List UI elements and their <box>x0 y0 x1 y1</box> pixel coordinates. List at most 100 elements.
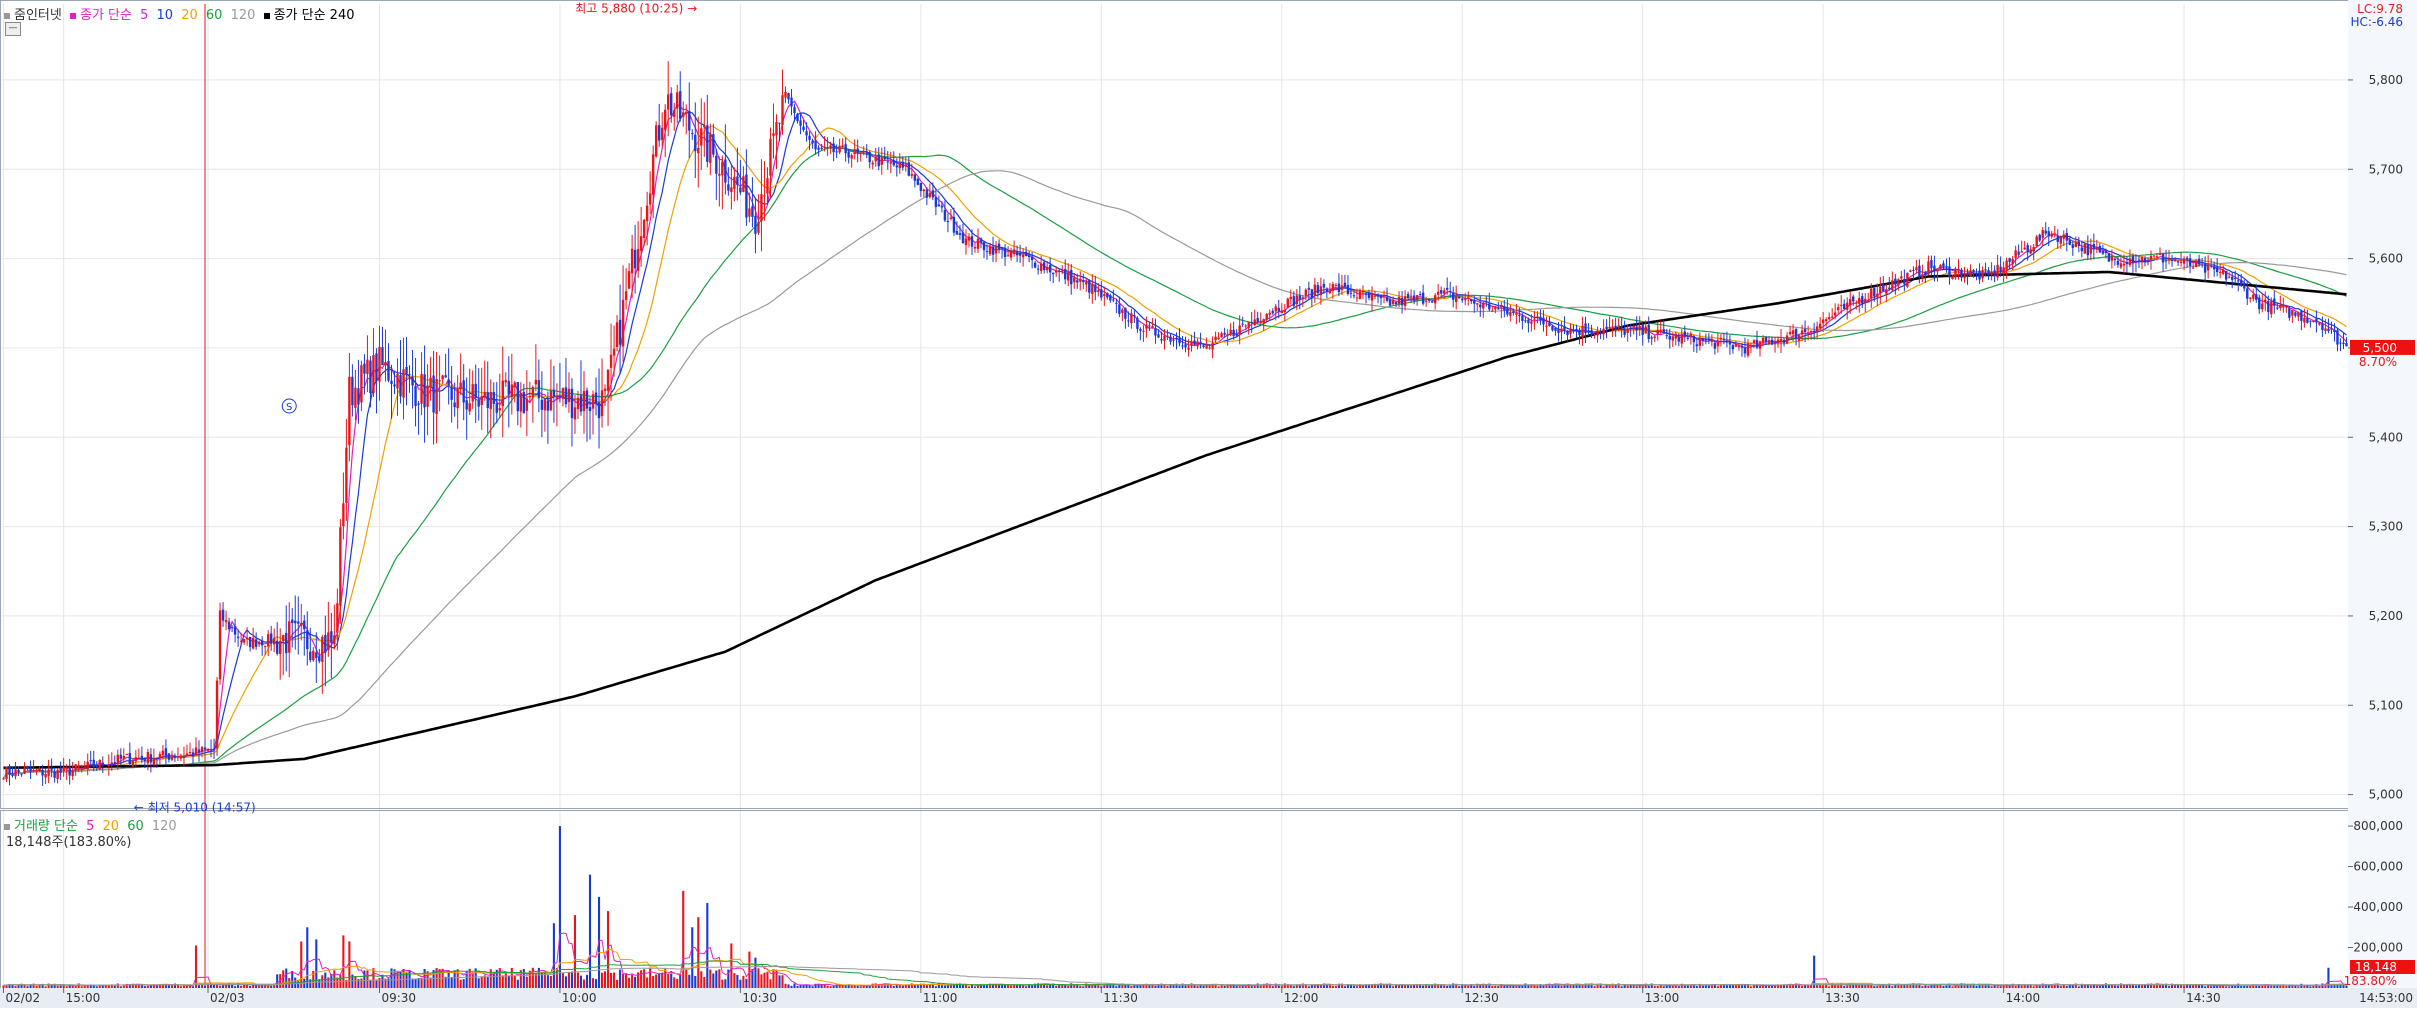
volume-bar <box>1277 985 1280 988</box>
volume-bar <box>285 968 288 988</box>
volume-bar <box>80 986 83 988</box>
candle-body <box>294 620 297 624</box>
volume-bar <box>940 985 943 988</box>
volume-bar <box>594 979 598 988</box>
volume-bar <box>2167 985 2171 988</box>
volume-bar <box>1767 984 1771 988</box>
volume-bar <box>2294 985 2297 988</box>
candle-body <box>1094 284 1097 293</box>
candle-body <box>2342 342 2345 345</box>
volume-bar <box>1795 983 1798 988</box>
candle-body <box>513 382 517 387</box>
candle-body <box>2273 298 2276 306</box>
volume-bar <box>2318 985 2321 988</box>
candle-body <box>1939 265 1942 270</box>
candle-body <box>1656 330 1659 335</box>
candle-body <box>1229 329 1232 335</box>
candle-body <box>660 127 664 140</box>
volume-bar <box>528 970 531 988</box>
volume-bar <box>682 890 685 988</box>
volume-bar <box>892 986 895 988</box>
candle-body <box>1319 286 1323 296</box>
volume-bar <box>173 983 176 988</box>
volume-bar <box>622 973 625 988</box>
candle-body <box>125 753 129 755</box>
candle-body <box>1051 272 1055 275</box>
candle-body <box>1112 299 1115 301</box>
volume-bar <box>1620 986 1623 988</box>
candle-body <box>916 178 920 185</box>
candle-body <box>670 93 673 116</box>
volume-bar <box>342 935 345 988</box>
candle-body <box>53 771 56 778</box>
candle-body <box>1539 316 1542 321</box>
volume-bar <box>982 985 986 988</box>
volume-bar <box>904 984 907 988</box>
candle-body <box>233 626 237 635</box>
volume-tick-label: 400,000 <box>2353 900 2403 914</box>
legend-vol5: 5 <box>86 819 95 834</box>
volume-tick-label: 800,000 <box>2353 819 2403 833</box>
volume-bar <box>1605 984 1608 988</box>
volume-bar <box>1202 985 1205 988</box>
volume-bar <box>1346 984 1349 988</box>
candle-body <box>2336 330 2339 345</box>
volume-bar <box>862 985 865 988</box>
candle-body <box>1298 295 1302 300</box>
volume-bar <box>1115 986 1118 988</box>
volume-bar <box>1385 984 1389 988</box>
candle-body <box>2035 236 2038 246</box>
volume-bar <box>1190 983 1193 988</box>
volume-bar <box>47 983 50 988</box>
candle-body <box>269 633 273 644</box>
candle-body <box>898 162 901 169</box>
candle-body <box>1160 339 1163 341</box>
candle-body <box>1054 270 1058 273</box>
volume-bar <box>1518 984 1521 988</box>
candle-body <box>1815 326 1819 333</box>
candle-body <box>1560 328 1563 333</box>
candle-body <box>591 394 595 409</box>
volume-bar <box>1840 983 1843 988</box>
volume-bar <box>41 983 44 988</box>
candle-body <box>1632 326 1635 329</box>
candle-body <box>1867 300 1870 302</box>
volume-bar <box>709 969 712 988</box>
volume-bar <box>140 984 143 988</box>
volume-bar <box>1319 984 1322 988</box>
candle-body <box>1039 263 1043 272</box>
volume-bar <box>637 972 640 988</box>
candle-body <box>751 206 754 217</box>
volume-bar <box>2047 984 2050 988</box>
volume-bar <box>522 968 525 988</box>
volume-bar <box>2207 985 2210 988</box>
candle-body <box>71 770 74 777</box>
candle-body <box>937 204 941 207</box>
volume-bar <box>1118 985 1121 988</box>
volume-bar <box>558 826 561 988</box>
volume-bar <box>886 983 889 988</box>
candle-body <box>2119 263 2123 268</box>
candle-body <box>1485 301 1488 303</box>
volume-bar <box>2044 984 2047 988</box>
volume-bar <box>823 984 826 988</box>
volume-bar <box>489 969 492 988</box>
collapse-icon[interactable]: — <box>5 22 21 36</box>
candle-body <box>2191 267 2195 269</box>
candle-body <box>627 271 631 289</box>
volume-bar <box>1355 986 1359 988</box>
volume-bar <box>1999 986 2002 988</box>
volume-bar <box>2327 967 2330 988</box>
candle-body <box>1614 325 1617 331</box>
volume-bar <box>1364 984 1368 988</box>
candle-body <box>1554 327 1557 331</box>
volume-bar <box>71 985 74 988</box>
volume-bar <box>191 986 195 988</box>
volume-bar <box>805 984 808 988</box>
volume-bar <box>1629 984 1632 988</box>
candle-body <box>1909 270 1912 272</box>
candle-body <box>209 749 213 751</box>
candle-body <box>1274 306 1277 312</box>
candle-body <box>2116 260 2120 265</box>
